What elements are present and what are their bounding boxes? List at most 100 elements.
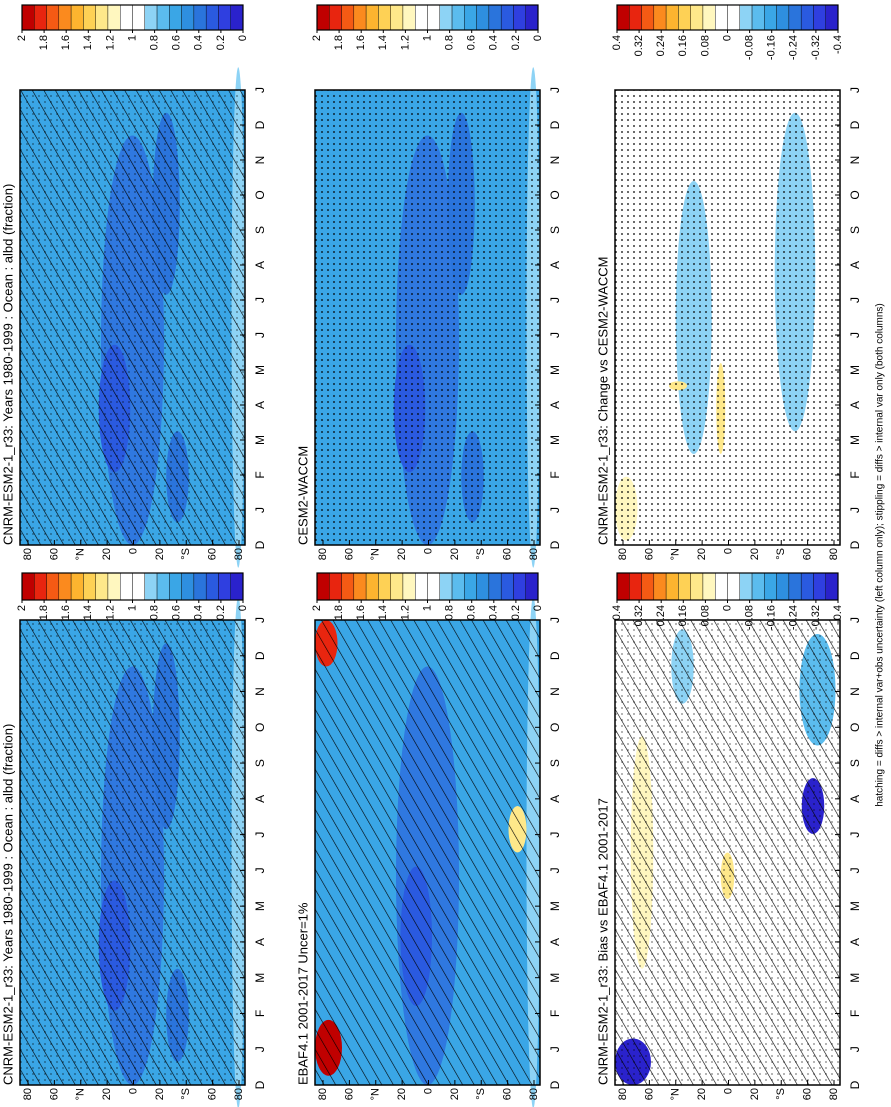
x-tick-label: S [848, 226, 862, 234]
colorbar-tick-label: -0.24 [788, 605, 800, 630]
colorbar-box [378, 572, 391, 601]
x-tick-label: D [253, 651, 267, 660]
x-tick-label: J [548, 87, 562, 93]
colorbar-box [525, 4, 539, 31]
x-tick-label: J [253, 297, 267, 303]
colorbar-box [751, 572, 765, 601]
x-tick-label: J [548, 832, 562, 838]
x-tick-label: A [848, 401, 862, 409]
colorbar-box [702, 572, 716, 601]
colorbar-tick-label: 1.4 [377, 35, 389, 50]
colorbar-box [58, 4, 72, 31]
x-tick-label: D [548, 120, 562, 129]
colorbar-box [181, 572, 195, 601]
panel: CNRM-ESM2-1_r33: Change vs CESM2-WACCM D J… [595, 4, 862, 560]
x-tick-label: D [548, 651, 562, 660]
stippling [20, 90, 245, 545]
y-tick-label: 60 [802, 1088, 814, 1100]
x-tick-label: A [253, 401, 267, 409]
colorbar-box [500, 572, 514, 601]
colorbar-box [230, 572, 244, 601]
colorbar-box [402, 572, 416, 601]
colorbar-tick-label: 1.4 [82, 605, 94, 620]
colorbar-tick-label: 1.8 [38, 35, 50, 50]
x-tick-label: M [548, 901, 562, 911]
colorbar-tick-label: 0.24 [655, 605, 667, 626]
x-tick-label: J [848, 332, 862, 338]
colorbar-tick-label: 0.24 [655, 35, 667, 56]
x-tick-label: J [548, 1046, 562, 1052]
colorbar-tick-label: 0 [237, 35, 249, 41]
colorbar-box [70, 572, 84, 601]
colorbar-box [156, 572, 170, 601]
x-tick-label: J [548, 617, 562, 623]
colorbar-box [132, 4, 145, 31]
y-tick-label: 0 [722, 548, 734, 554]
x-tick-label: J [848, 507, 862, 513]
colorbar-box [653, 572, 667, 601]
panel-title: CESM2-WACCM [295, 446, 310, 545]
colorbar-box [144, 572, 158, 601]
colorbar-box [95, 572, 109, 601]
x-tick-label: M [548, 365, 562, 375]
colorbar-box [451, 572, 465, 601]
colorbar-box [193, 4, 207, 31]
colorbar-tick-label: 0.6 [466, 35, 478, 50]
colorbar-tick-label: 1 [126, 605, 138, 611]
y-tick-label: 0 [127, 1088, 139, 1094]
x-tick-label: O [253, 190, 267, 199]
colorbar-tick-label: 1.6 [355, 35, 367, 50]
colorbar-box [144, 4, 158, 31]
colorbar-box [825, 572, 839, 601]
colorbar-tick-label: 0.6 [171, 605, 183, 620]
x-tick-label: J [848, 832, 862, 838]
colorbar-tick-label: 1.6 [355, 605, 367, 620]
colorbar-tick-label: 0.2 [215, 605, 227, 620]
colorbar-box [751, 4, 765, 31]
y-tick-label: 0 [422, 548, 434, 554]
colorbar-tick-label: -0.16 [766, 605, 778, 630]
x-tick-label: O [548, 723, 562, 732]
y-tick-label: °S [775, 1088, 787, 1100]
hatching [315, 620, 540, 1085]
colorbar-box [230, 4, 244, 31]
y-tick-label: 80 [617, 1088, 629, 1100]
y-tick-label: 60 [48, 548, 60, 560]
x-tick-label: M [848, 973, 862, 983]
colorbar-box [390, 572, 404, 601]
x-tick-label: A [253, 261, 267, 269]
colorbar-box [500, 4, 514, 31]
y-tick-label: °S [775, 548, 787, 560]
colorbar-tick-label: -0.08 [744, 35, 756, 60]
plot-frame [19, 619, 246, 1086]
colorbar-box [46, 4, 60, 31]
colorbar-box [107, 4, 121, 31]
colorbar-tick-label: 1 [421, 605, 433, 611]
x-tick-label: J [848, 297, 862, 303]
y-tick-label: 60 [48, 1088, 60, 1100]
colorbar-tick-label: -0.4 [832, 35, 844, 54]
x-tick-label: M [253, 435, 267, 445]
colorbar-box [513, 4, 526, 31]
y-tick-label: °N [370, 548, 382, 560]
x-tick-label: D [848, 540, 862, 549]
panel-title: CNRM-ESM2-1_r33: Bias vs EBAF4.1 2001-20… [595, 798, 610, 1085]
colorbar-box [764, 572, 777, 601]
y-tick-label: 20 [696, 1088, 708, 1100]
colorbar-box [653, 4, 667, 31]
colorbar-box [702, 4, 716, 31]
plot-frame [314, 89, 541, 546]
y-tick-label: °N [670, 548, 682, 560]
colorbar-box [616, 4, 630, 31]
y-tick-label: 20 [101, 548, 113, 560]
colorbar-box [464, 572, 477, 601]
x-tick-label: S [253, 226, 267, 234]
colorbar-tick-label: -0.08 [744, 605, 756, 630]
y-tick-label: 60 [207, 1088, 219, 1100]
x-tick-label: J [548, 332, 562, 338]
x-tick-label: O [253, 723, 267, 732]
colorbar-box [218, 4, 231, 31]
y-tick-label: 20 [154, 1088, 166, 1100]
y-tick-label: 0 [422, 1088, 434, 1094]
colorbar-tick-label: 0.2 [510, 605, 522, 620]
